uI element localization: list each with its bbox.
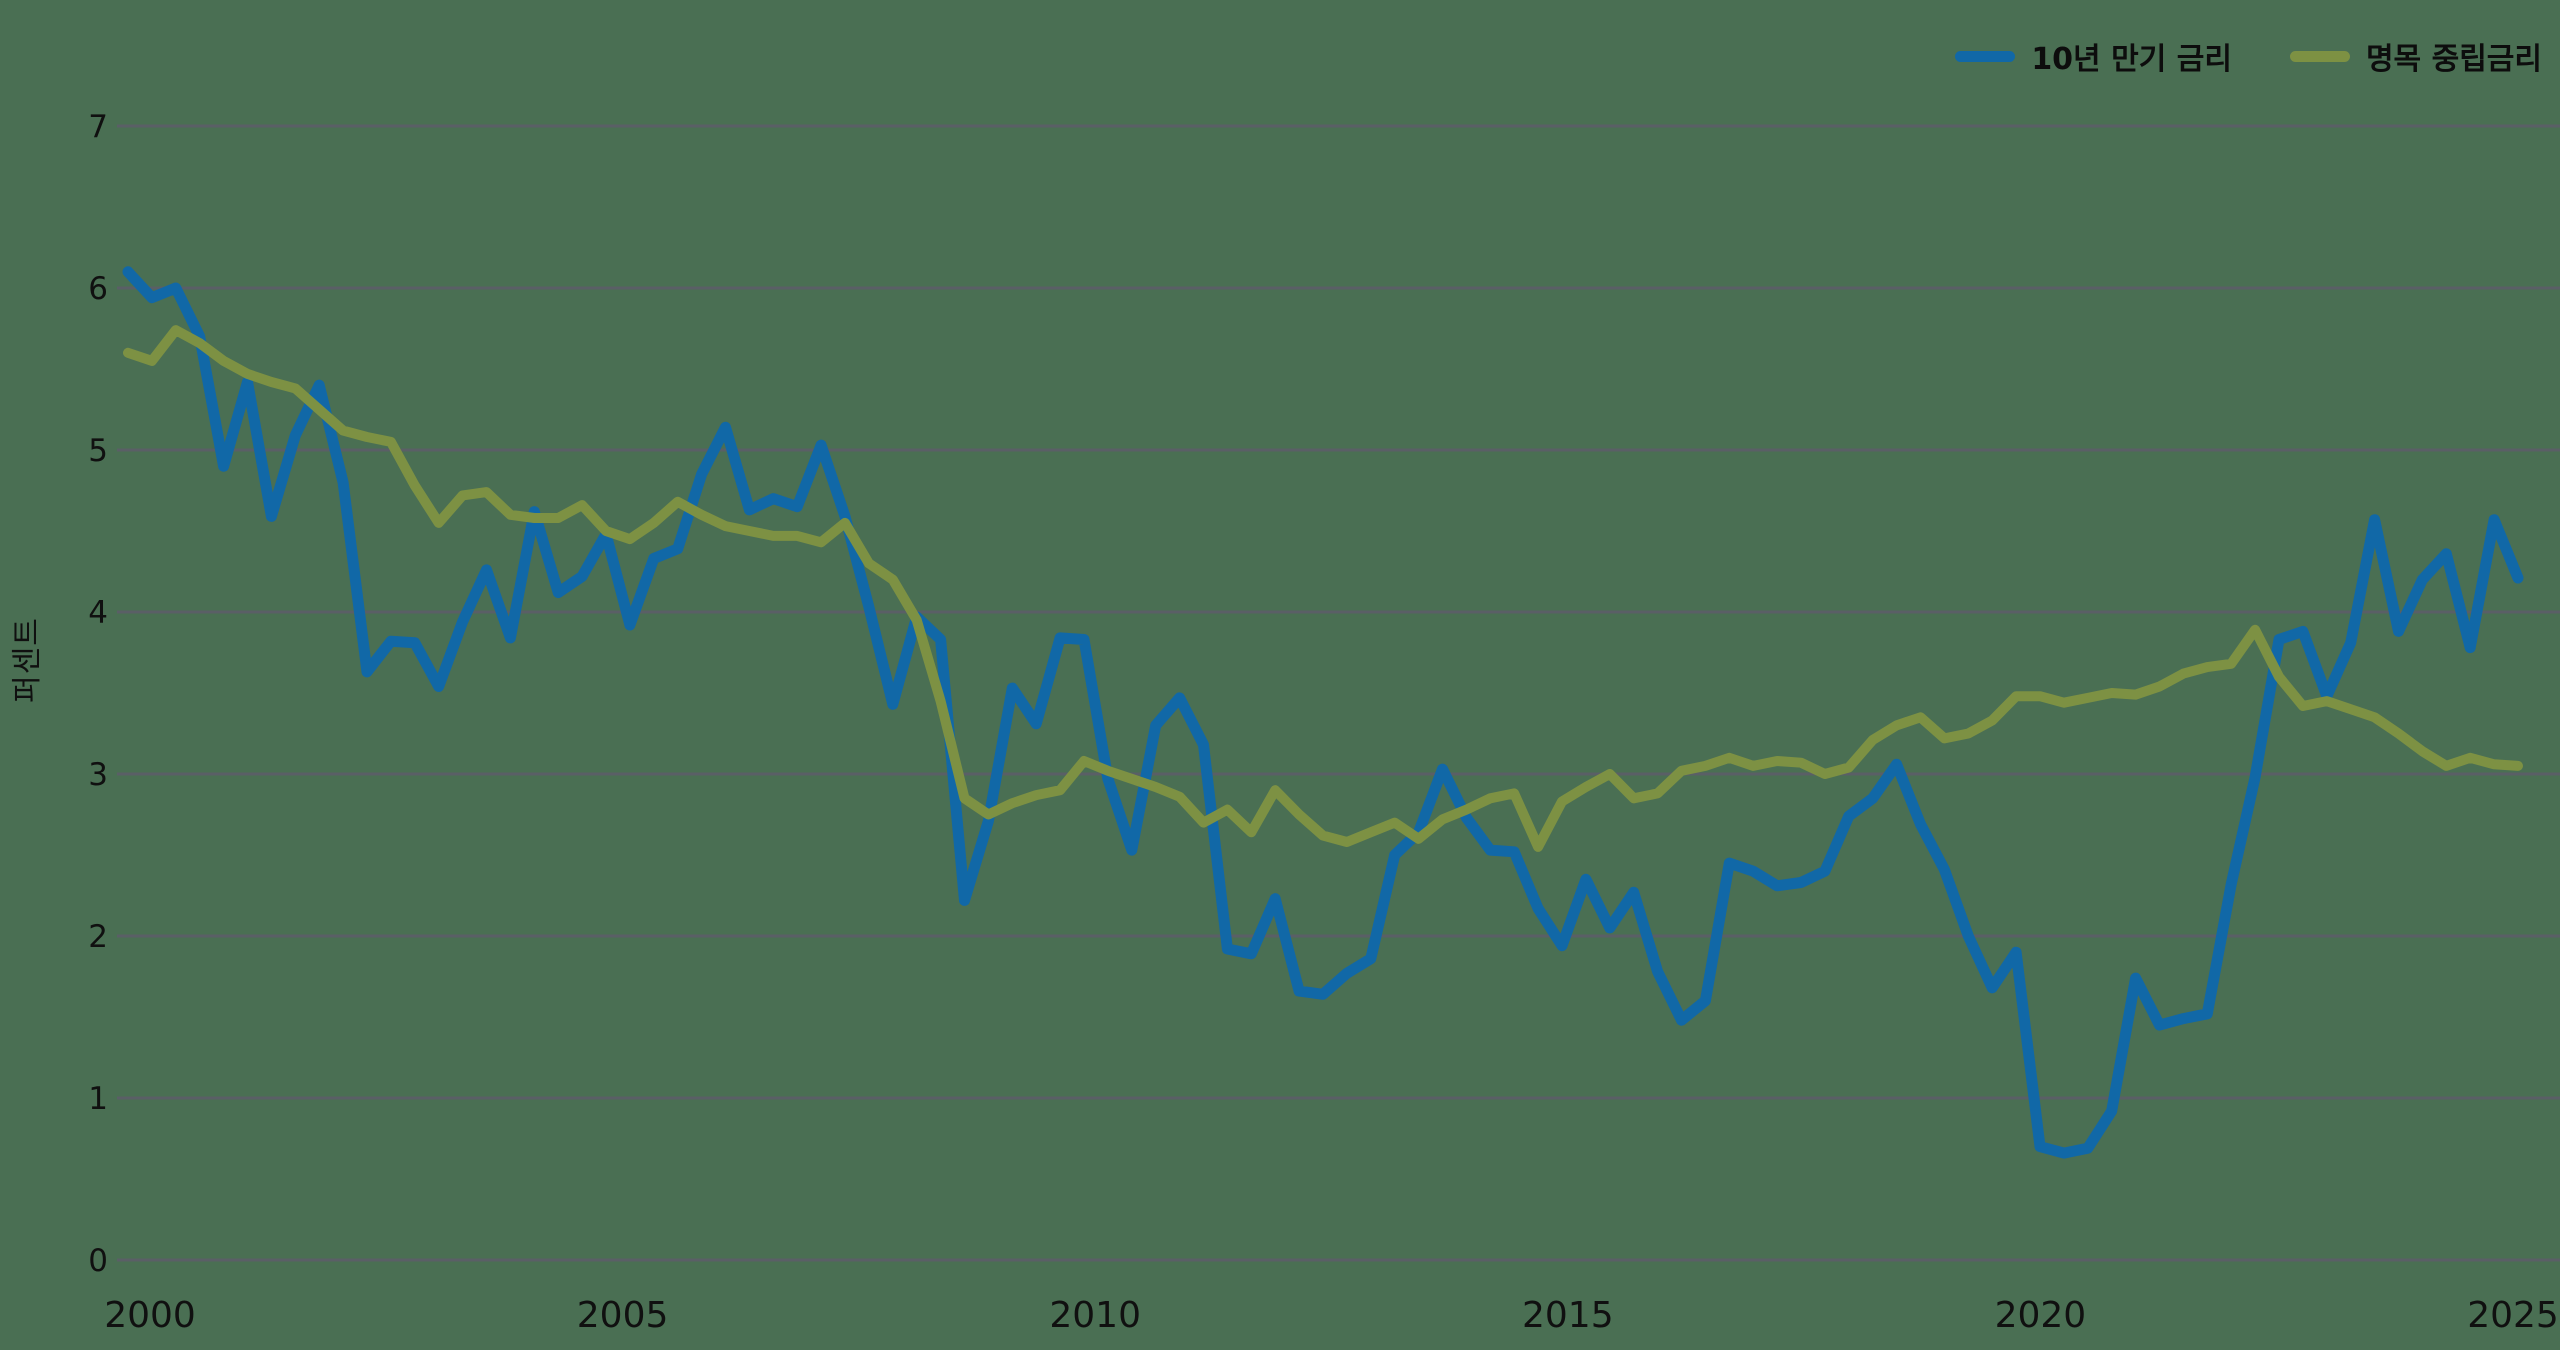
x-tick-label-2000: 2000 [104, 1295, 196, 1336]
y-tick-label-6: 6 [88, 271, 108, 307]
x-tick-label-2005: 2005 [577, 1295, 669, 1336]
legend-item-nominal-neutral-rate: 명목 중립금리 [2289, 34, 2542, 78]
x-tick-label-2010: 2010 [1049, 1295, 1141, 1336]
y-axis-title: 퍼센트 [10, 617, 45, 703]
y-tick-label-2: 2 [88, 919, 108, 955]
y-tick-label-3: 3 [88, 757, 108, 793]
legend-swatch-10yr-yield-icon [1955, 50, 2016, 62]
series-lines [122, 266, 2524, 1159]
legend-label-nominal-neutral-rate: 명목 중립금리 [2365, 42, 2542, 77]
y-tick-label-5: 5 [88, 433, 108, 469]
legend-swatch-nominal-neutral-rate-icon [2289, 50, 2350, 62]
x-tick-label-2020: 2020 [1995, 1295, 2087, 1336]
y-axis-tick-labels: 0 1 2 3 4 5 6 7 [88, 109, 108, 1279]
legend-label-10yr-yield: 10년 만기 금리 [2031, 42, 2232, 77]
legend-item-10yr-yield: 10년 만기 금리 [1955, 34, 2232, 78]
x-axis-tick-labels: 2000 2005 2010 2015 2020 2025 [104, 1295, 2559, 1336]
x-tick-label-2025: 2025 [2467, 1295, 2559, 1336]
gridlines [117, 124, 2560, 1262]
series-line-nominal-neutral-rate [123, 325, 2523, 852]
y-tick-label-4: 4 [88, 595, 108, 631]
y-tick-label-0: 0 [88, 1243, 108, 1279]
y-tick-label-1: 1 [88, 1081, 108, 1117]
x-tick-label-2015: 2015 [1522, 1295, 1614, 1336]
legend: 10년 만기 금리 명목 중립금리 [1955, 34, 2542, 78]
series-line-ten-year-yield [122, 266, 2524, 1159]
y-tick-label-7: 7 [88, 109, 108, 145]
